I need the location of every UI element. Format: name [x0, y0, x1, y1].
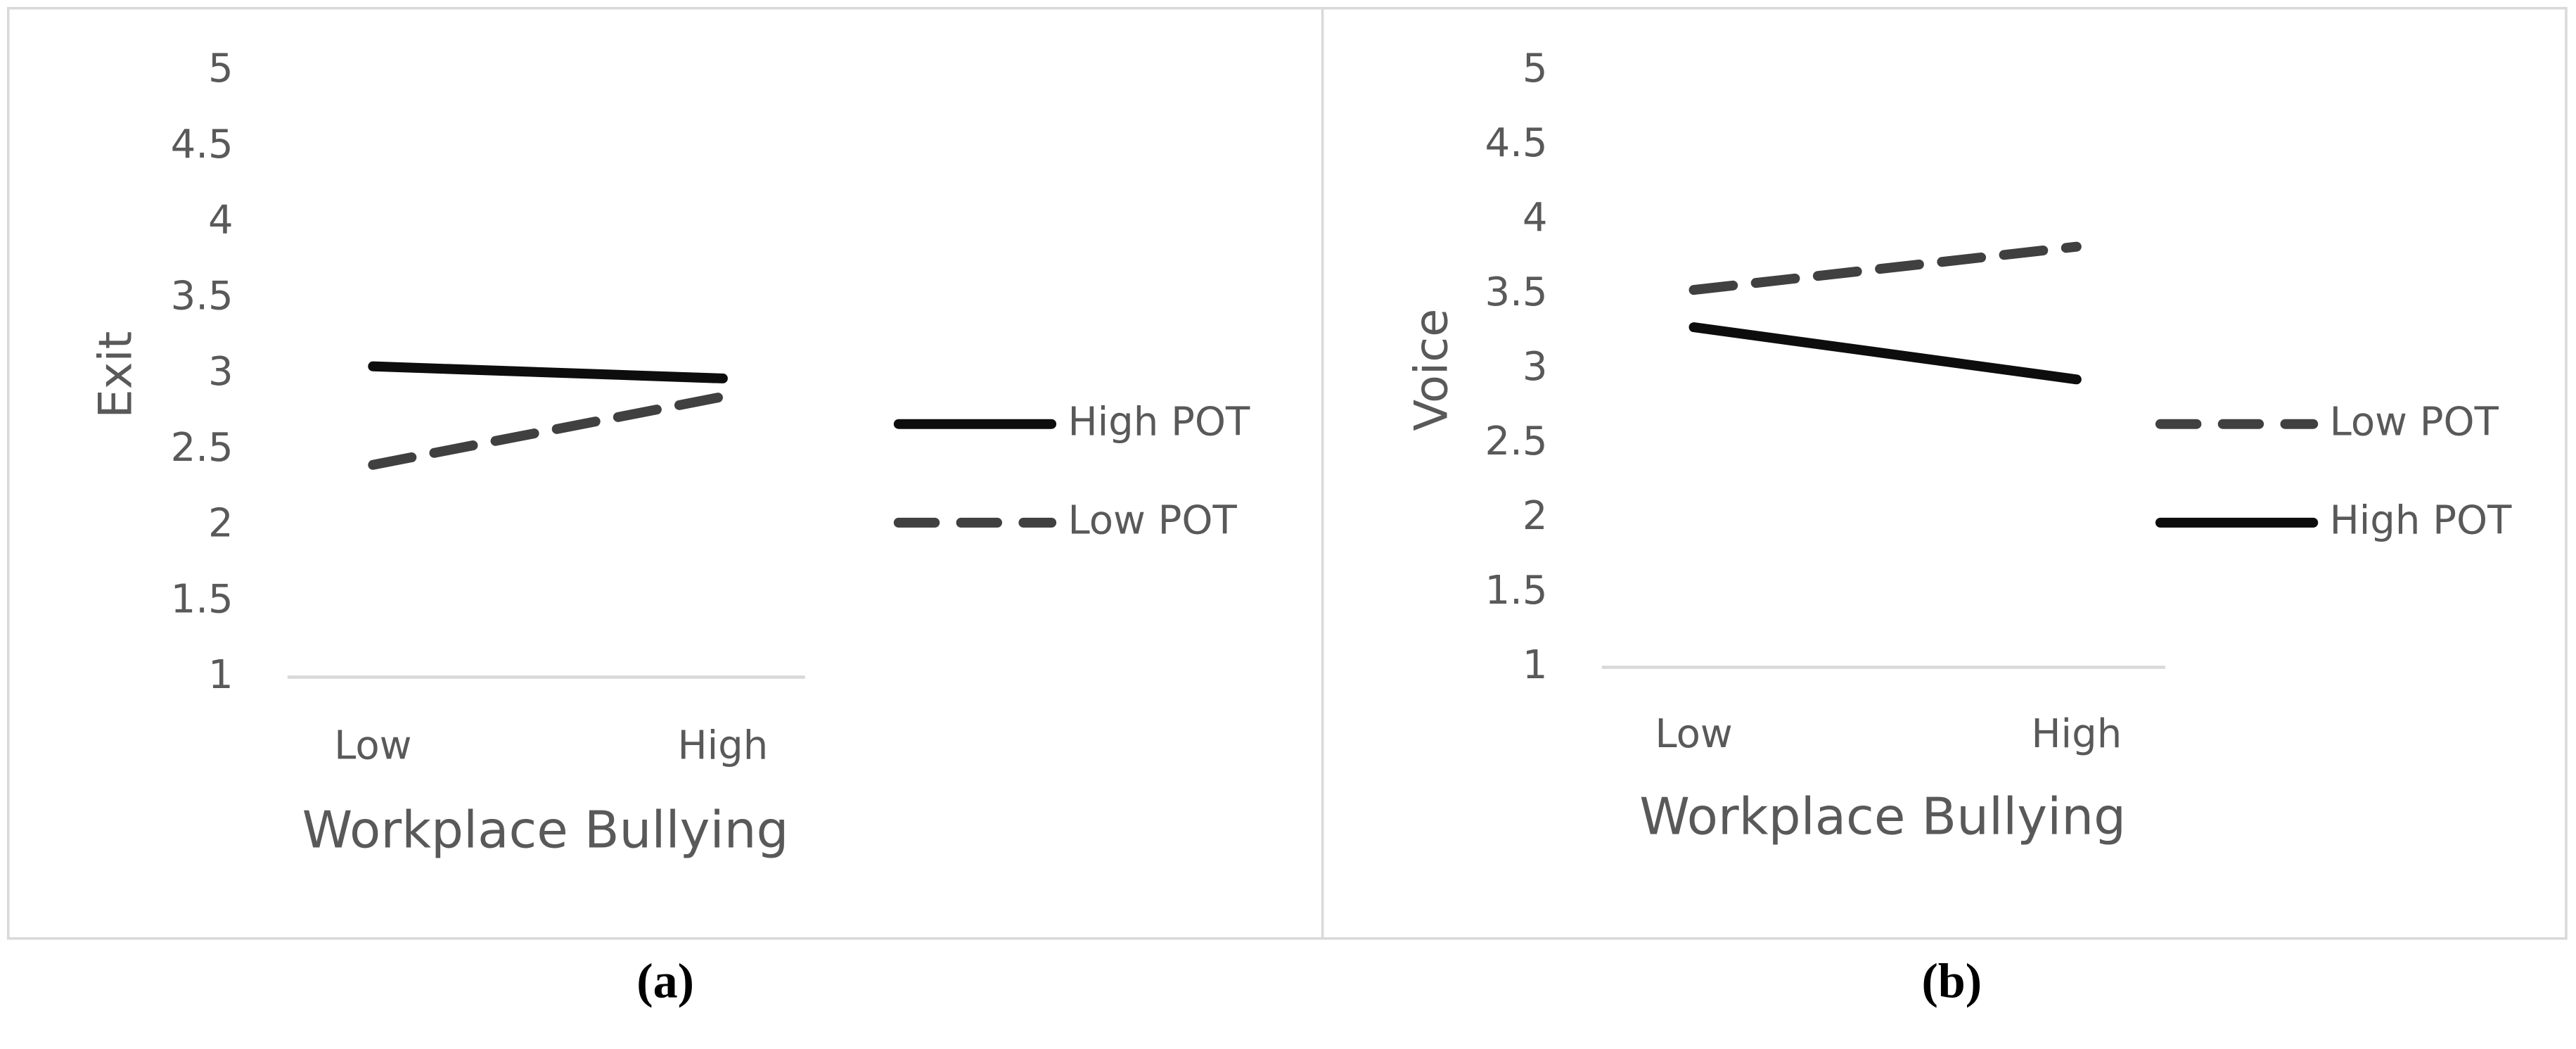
y-tick-label: 1.5	[1485, 568, 1547, 613]
y-tick-label: 2	[208, 501, 233, 547]
x-tick-label: Low	[1655, 711, 1732, 757]
y-tick-label: 4	[208, 198, 233, 243]
y-tick-label: 2.5	[1485, 419, 1547, 464]
x-axis-label: Workplace Bullying	[302, 801, 789, 860]
x-axis-label: Workplace Bullying	[1639, 788, 2126, 847]
series-line	[368, 361, 728, 383]
y-axis-label: Voice	[1404, 309, 1458, 431]
y-tick-label: 1	[208, 652, 233, 698]
y-tick-label: 3.5	[1485, 269, 1547, 315]
y-axis-label: Exit	[89, 331, 142, 419]
y-tick-label: 1.5	[171, 576, 233, 622]
y-tick-label: 5	[208, 46, 233, 91]
y-tick-label: 2.5	[171, 425, 233, 471]
y-tick-label: 4.5	[171, 122, 233, 167]
y-tick-label: 2	[1523, 493, 1548, 539]
x-tick-label: High	[677, 723, 768, 769]
legend-label: Low POT	[1068, 498, 1237, 544]
y-tick-label: 4.5	[1485, 120, 1547, 166]
y-tick-label: 3	[208, 349, 233, 395]
legend-label: High POT	[1068, 399, 1250, 445]
y-tick-label: 1	[1523, 642, 1548, 688]
legend-label: High POT	[2330, 498, 2513, 544]
panel-caption: (a)	[636, 955, 694, 1009]
y-tick-label: 4	[1523, 195, 1548, 241]
series-line	[1689, 322, 2082, 385]
legend-label: Low POT	[2330, 399, 2499, 445]
panel-caption: (b)	[1921, 955, 1982, 1009]
series-line	[1689, 241, 2082, 295]
series-line	[368, 391, 728, 470]
y-tick-label: 3	[1523, 344, 1548, 390]
y-tick-label: 3.5	[171, 273, 233, 319]
x-tick-label: High	[2031, 711, 2122, 757]
x-tick-label: Low	[334, 723, 411, 769]
y-tick-label: 5	[1523, 46, 1548, 91]
figure-border	[6, 6, 2568, 940]
